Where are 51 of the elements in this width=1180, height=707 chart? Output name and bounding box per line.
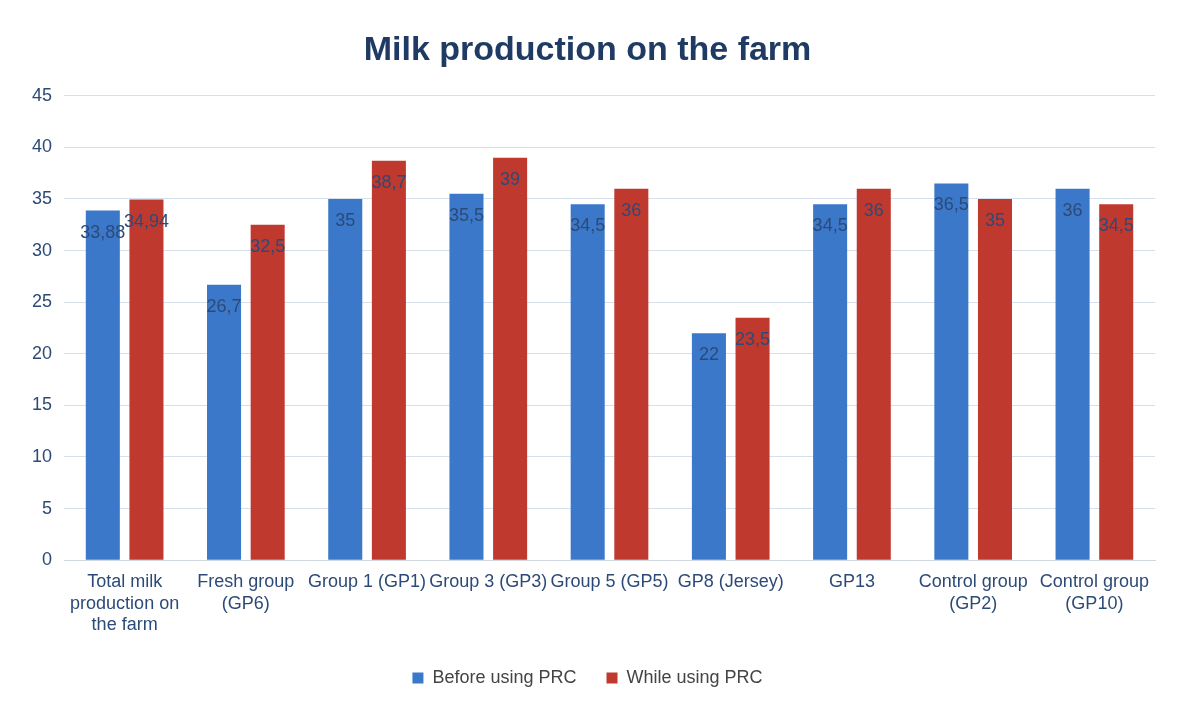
- x-tick-label: Group 5 (GP5): [550, 570, 669, 591]
- bar: [934, 183, 969, 560]
- y-tick-label: 40: [31, 136, 53, 157]
- x-tick-label: Group 3 (GP3): [429, 570, 548, 591]
- bar: [493, 157, 528, 560]
- y-tick-label: 0: [42, 549, 53, 570]
- y-tick-label: 45: [31, 84, 53, 105]
- x-tick-label: GP13: [828, 570, 875, 591]
- data-label: 26,7: [206, 295, 242, 316]
- y-tick-label: 25: [31, 291, 53, 312]
- bar: [691, 333, 726, 560]
- x-tick-label: Control group (GP10): [1039, 570, 1149, 613]
- x-tick-label: Group 1 (GP1): [308, 570, 427, 591]
- y-tick-label: 30: [31, 239, 53, 260]
- legend-label: While using PRC: [626, 666, 763, 687]
- x-tick-label: Total milk production on the farm: [70, 570, 180, 635]
- y-tick-label: 20: [31, 342, 53, 363]
- data-label: 38,7: [371, 171, 407, 192]
- bar: [813, 204, 848, 560]
- data-label: 35: [984, 209, 1006, 230]
- data-label: 32,5: [250, 235, 286, 256]
- data-label: 36: [1062, 199, 1083, 220]
- data-label: 36: [621, 199, 642, 220]
- y-tick-label: 35: [31, 187, 53, 208]
- data-label: 36: [863, 199, 884, 220]
- data-label: 34,5: [1098, 215, 1134, 236]
- bar: [328, 199, 363, 560]
- bar: [371, 160, 406, 560]
- data-label: 22: [698, 344, 719, 365]
- bar: [207, 284, 242, 560]
- y-tick-label: 10: [31, 445, 53, 466]
- x-tick-label: Control group (GP2): [918, 570, 1028, 613]
- bar: [250, 224, 285, 560]
- chart-title: Milk production on the farm: [363, 28, 812, 67]
- data-label: 35: [335, 209, 356, 230]
- bar: [735, 317, 770, 560]
- x-tick-label: GP8 (Jersey): [677, 570, 784, 591]
- bar: [449, 193, 484, 560]
- data-label: 34,5: [570, 215, 606, 236]
- bar: [614, 188, 649, 560]
- data-label: 39: [500, 168, 521, 189]
- y-tick-label: 15: [31, 394, 53, 415]
- bar: [570, 204, 605, 560]
- y-tick-label: 5: [42, 497, 53, 518]
- data-label: 34,5: [812, 215, 848, 236]
- bar: [1099, 204, 1134, 560]
- bar: [977, 199, 1013, 560]
- legend-label: Before using PRC: [432, 666, 577, 687]
- bar: [856, 188, 891, 560]
- bar: [1055, 188, 1090, 560]
- x-tick-label: Fresh group (GP6): [197, 570, 295, 613]
